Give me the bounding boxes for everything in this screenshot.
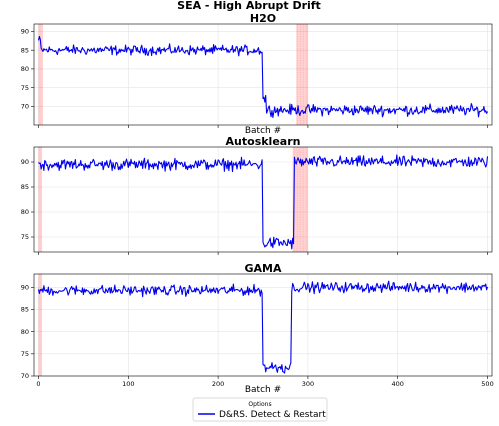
y-tick-label: 90: [21, 28, 29, 36]
y-tick-label: 90: [21, 284, 29, 292]
drift-region: [296, 24, 308, 125]
panel-2: GAMA 70 75 80 85 90 0 100 200 300 400 500 Batch #: [21, 262, 494, 395]
x-tick-label: 400: [391, 380, 403, 388]
panel-title: Autosklearn: [226, 135, 301, 148]
y-tick-label: 80: [21, 65, 29, 73]
panel-1: Autosklearn 75 80 85 90: [21, 135, 493, 255]
x-tick-label: 500: [481, 380, 493, 388]
y-tick-label: 90: [21, 158, 29, 166]
x-axis-label: Batch #: [245, 385, 281, 395]
drift-region: [38, 24, 43, 125]
panel-0: H2O 70 75 80 85 90 Batch #: [21, 12, 493, 136]
plot-frame: [33, 146, 493, 253]
legend-box: [192, 397, 328, 422]
y-tick-label: 85: [21, 306, 29, 314]
x-tick-label: 0: [36, 380, 40, 388]
x-tick-label: 200: [212, 380, 224, 388]
x-tick-label: 100: [122, 380, 134, 388]
legend-title: Options: [248, 401, 271, 408]
series-line: [37, 35, 489, 119]
y-tick-label: 70: [21, 102, 29, 110]
y-tick-label: 85: [21, 183, 29, 191]
series-line: [38, 154, 489, 250]
x-axis-label: Batch #: [245, 126, 281, 136]
panel-title: GAMA: [244, 262, 281, 275]
y-tick-label: 75: [21, 233, 29, 241]
chart-suptitle: SEA - High Abrupt Drift: [177, 0, 321, 12]
y-tick-label: 75: [21, 84, 29, 92]
x-tick-label: 300: [302, 380, 314, 388]
plot-frame: [33, 273, 493, 377]
drift-region: [38, 147, 43, 252]
plot-frame: [33, 23, 493, 126]
panel-title: H2O: [250, 12, 276, 25]
series-line: [37, 280, 489, 374]
y-tick-label: 85: [21, 46, 29, 54]
legend: Options D&RS. Detect & Restart: [192, 397, 328, 422]
y-tick-label: 70: [21, 372, 29, 380]
y-tick-label: 80: [21, 208, 29, 216]
y-tick-label: 75: [21, 350, 29, 358]
drift-region: [292, 147, 308, 252]
drift-region: [38, 274, 43, 376]
y-tick-label: 80: [21, 328, 29, 336]
legend-entry-label: D&RS. Detect & Restart: [219, 410, 326, 420]
